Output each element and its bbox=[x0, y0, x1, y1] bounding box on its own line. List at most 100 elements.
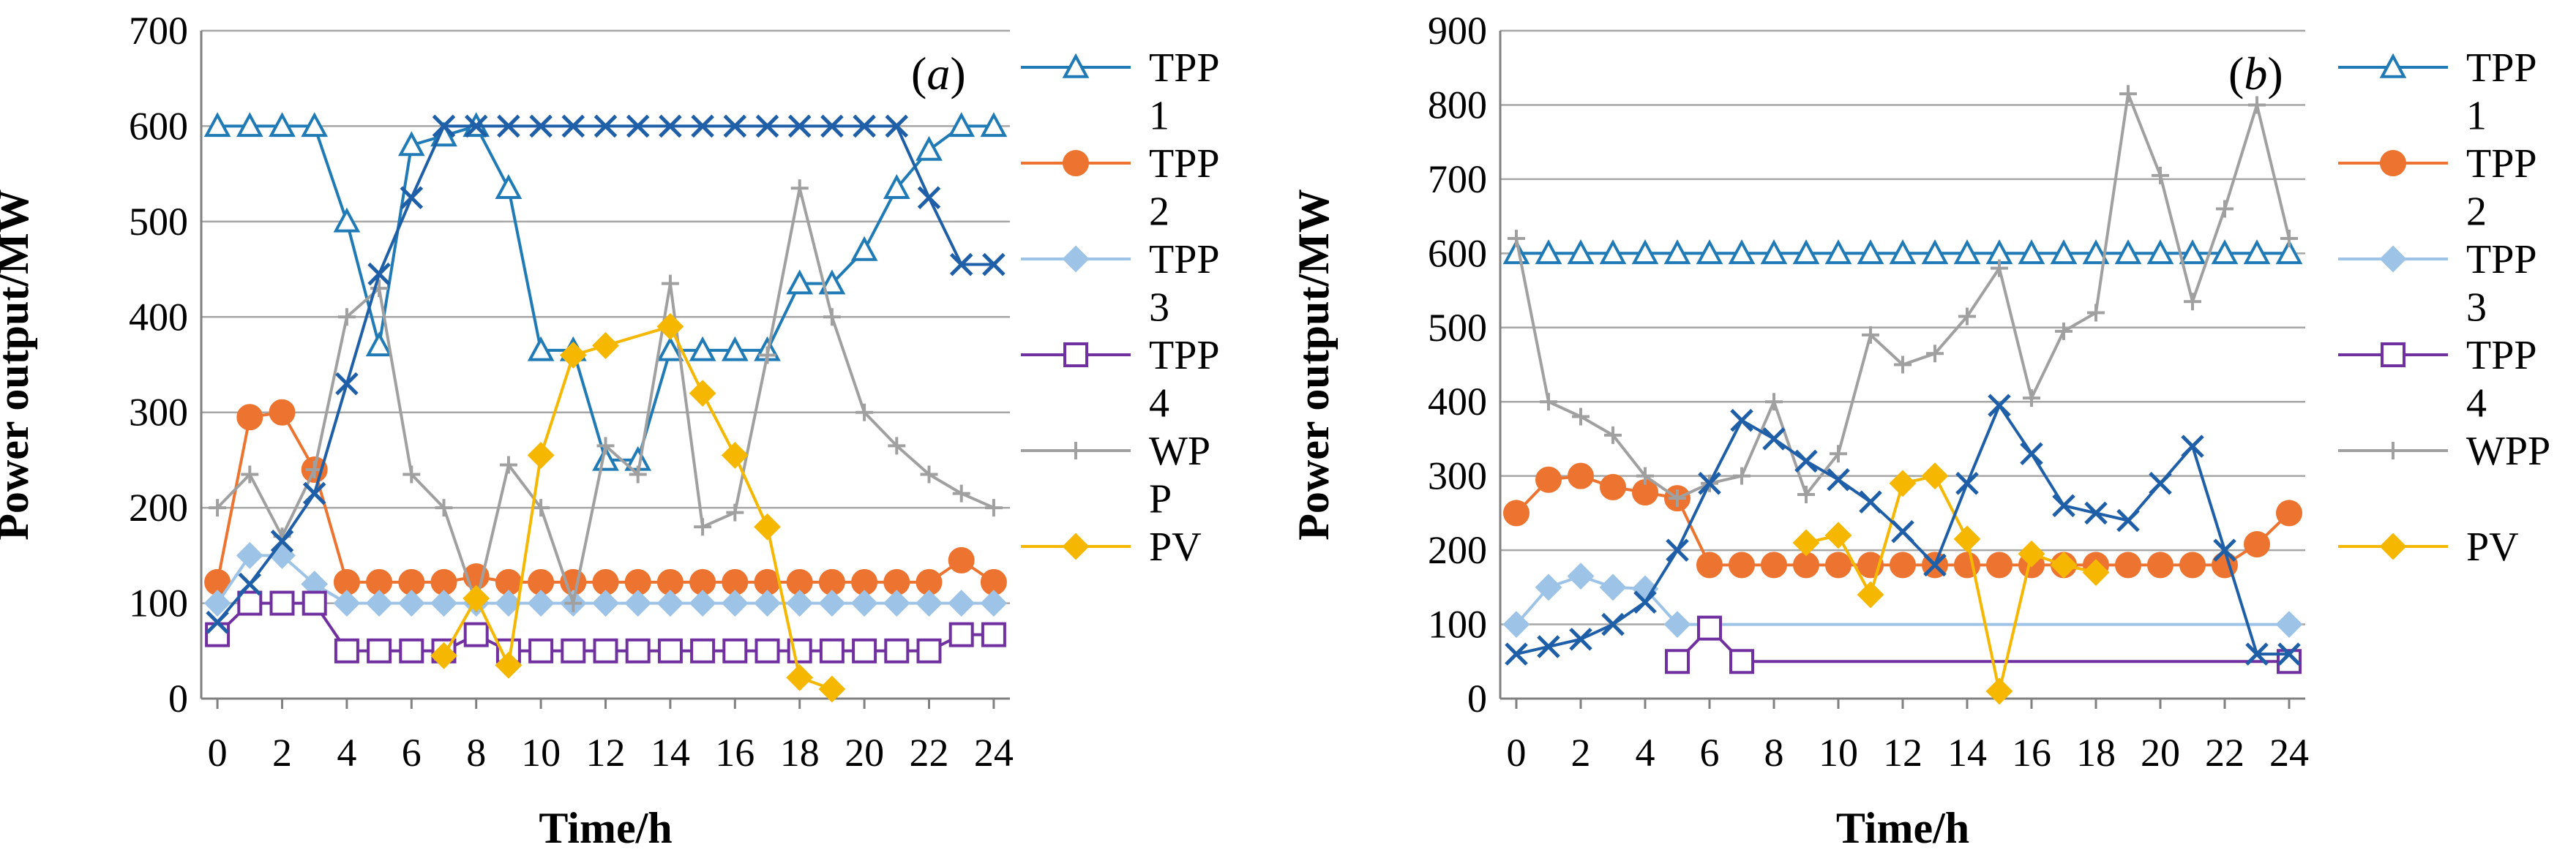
chart-a-data-point bbox=[726, 503, 744, 522]
chart-a-data-point bbox=[819, 638, 845, 663]
chart-a-data-point bbox=[755, 638, 780, 663]
chart-a-data-point bbox=[952, 484, 970, 503]
chart-b-data-point bbox=[1792, 239, 1820, 265]
chart-a-data-point bbox=[559, 342, 587, 369]
chart-b-data-point bbox=[1824, 522, 1852, 549]
chart-a-data-point bbox=[980, 590, 1008, 617]
chart-b-data-point bbox=[1697, 615, 1722, 641]
chart-a-data-point bbox=[884, 638, 910, 663]
chart-b-data-point bbox=[1663, 611, 1691, 638]
chart-b-y-tick-label: 600 bbox=[1428, 231, 1487, 275]
chart-b-x-tick-label: 0 bbox=[1507, 731, 1527, 775]
chart-a-data-point bbox=[656, 590, 684, 617]
chart-a-legend-label: WP bbox=[1149, 429, 1210, 474]
chart-a-legend-label: 4 bbox=[1149, 381, 1169, 426]
chart-b-legend-marker bbox=[2380, 150, 2406, 176]
chart-a-data-point bbox=[659, 114, 682, 138]
chart-a-series-2 bbox=[203, 541, 1008, 617]
chart-a-data-point bbox=[527, 590, 555, 617]
chart-b-data-point bbox=[1894, 356, 1912, 374]
chart-a-data-point bbox=[236, 112, 263, 138]
chart-a-data-point bbox=[592, 445, 619, 471]
chart-a-data-point bbox=[949, 252, 973, 277]
chart-a-data-point bbox=[787, 638, 812, 663]
chart-a-data-point bbox=[754, 590, 781, 617]
chart-a-data-point bbox=[495, 651, 523, 679]
chart-b-data-point bbox=[1792, 529, 1820, 557]
chart-b-data-point bbox=[1991, 259, 2008, 277]
chart-a-data-point bbox=[689, 380, 716, 407]
chart-b-x-tick-label: 8 bbox=[1764, 731, 1784, 775]
chart-b-legend-label: TPP bbox=[2466, 333, 2537, 378]
chart-a-data-point bbox=[850, 590, 878, 617]
chart-a-series-1 bbox=[204, 399, 1007, 595]
chart-a-data-point bbox=[301, 112, 329, 138]
chart-b-y-tick-label: 700 bbox=[1428, 157, 1487, 201]
chart-a-data-point bbox=[205, 622, 231, 647]
chart-b-data-point bbox=[1696, 239, 1723, 265]
chart-b-data-point bbox=[1827, 467, 1850, 492]
chart-a-data-point bbox=[527, 441, 555, 469]
chart-a-data-point bbox=[721, 590, 749, 617]
chart-b-y-tick-label: 100 bbox=[1428, 603, 1487, 647]
chart-b-data-point bbox=[2248, 96, 2266, 114]
chart-a-data-point bbox=[269, 590, 295, 616]
chart-a-y-tick-label: 100 bbox=[129, 582, 188, 625]
chart-a-data-point bbox=[624, 590, 652, 617]
chart-b-data-point bbox=[1666, 538, 1689, 562]
chart-a-legend-marker bbox=[1062, 533, 1090, 560]
chart-b-data-point bbox=[1601, 612, 1625, 636]
chart-b-legend-label: 3 bbox=[2466, 285, 2487, 331]
chart-a-data-point bbox=[855, 403, 874, 421]
chart-b-series-6 bbox=[1505, 394, 2301, 666]
chart-a-x-tick-label: 0 bbox=[208, 731, 228, 775]
chart-a-y-tick-label: 200 bbox=[129, 486, 188, 530]
chart-b-legend-label: TPP bbox=[2466, 45, 2537, 91]
chart-b-x-tick-label: 24 bbox=[2269, 731, 2309, 775]
chart-a-data-point bbox=[594, 114, 618, 138]
chart-b-x-tick-label: 10 bbox=[1819, 731, 1858, 775]
chart-a-x-tick-label: 20 bbox=[845, 731, 884, 775]
chart-b-data-point bbox=[1857, 239, 1884, 265]
chart-b-data-point bbox=[2211, 239, 2239, 265]
chart-b-y-tick-label: 800 bbox=[1428, 83, 1487, 127]
chart-b-data-point bbox=[1857, 581, 1884, 609]
chart-a-data-point bbox=[656, 312, 684, 340]
chart-b-data-point bbox=[1923, 553, 1947, 577]
chart-a-data-point bbox=[399, 638, 424, 663]
chart-a-data-point bbox=[365, 331, 393, 357]
chart-b-data-point bbox=[1793, 552, 1819, 579]
chart-a-data-point bbox=[527, 336, 555, 361]
chart-b-data-point bbox=[1760, 239, 1788, 265]
chart-b-x-tick-label: 14 bbox=[1947, 731, 1987, 775]
chart-b-series-5 bbox=[1792, 462, 2110, 705]
chart-a-data-point bbox=[463, 622, 489, 647]
chart-a-x-tick-label: 16 bbox=[715, 731, 755, 775]
chart-b-data-point bbox=[2116, 508, 2140, 533]
chart-b-data-point bbox=[1926, 345, 1944, 363]
chart-b-data-point bbox=[1669, 489, 1686, 508]
chart-a-data-point bbox=[626, 114, 650, 138]
chart-a-series-line bbox=[442, 325, 833, 691]
chart-b-series-line bbox=[1515, 574, 2289, 626]
chart-a-x-tick-label: 22 bbox=[910, 731, 949, 775]
chart-b-data-point bbox=[1636, 467, 1654, 485]
chart-b-data-point bbox=[1568, 462, 1594, 489]
chart-b-data-point bbox=[1505, 642, 1528, 666]
chart-a-data-point bbox=[786, 663, 814, 691]
chart-b-data-point bbox=[2055, 322, 2073, 340]
chart-a-data-point bbox=[209, 499, 227, 517]
chart-a-data-point bbox=[430, 642, 457, 669]
chart-a-data-point bbox=[948, 590, 976, 617]
chart-a-panel-letter: a bbox=[926, 48, 950, 99]
chart-a-panel-label: (a) bbox=[911, 48, 966, 99]
chart-a-legend-marker bbox=[1062, 53, 1090, 78]
chart-b-data-point bbox=[2114, 239, 2142, 265]
chart-a-legend-marker bbox=[1067, 442, 1085, 459]
chart-b-data-point bbox=[2179, 552, 2206, 579]
chart-b-y-tick-label: 500 bbox=[1428, 306, 1487, 350]
chart-b-data-point bbox=[1665, 649, 1690, 674]
chart-a-data-point bbox=[596, 437, 615, 455]
chart-a-data-point bbox=[367, 262, 391, 286]
chart-a-data-point bbox=[984, 499, 1003, 517]
